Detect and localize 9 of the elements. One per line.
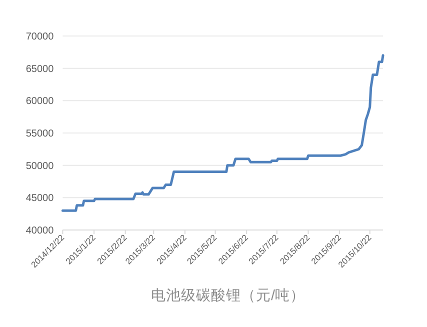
y-tick-label: 65000 bbox=[26, 64, 54, 75]
y-tick-label: 50000 bbox=[26, 160, 54, 172]
y-tick-label: 45000 bbox=[26, 193, 54, 204]
text: 电池级碳酸锂（元/吨） bbox=[150, 287, 306, 304]
y-tick-label: 60000 bbox=[26, 96, 54, 108]
y-tick-label: 55000 bbox=[26, 128, 54, 140]
line-series bbox=[61, 54, 384, 212]
y-tick-label: 70000 bbox=[26, 32, 54, 42]
y-tick-label: 40000 bbox=[26, 226, 54, 236]
